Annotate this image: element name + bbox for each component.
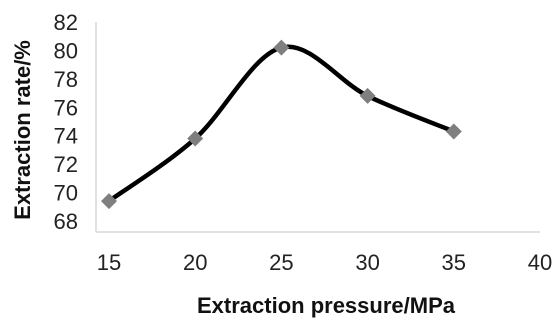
y-tick-label: 78 bbox=[54, 67, 78, 92]
y-tick-label: 74 bbox=[54, 124, 78, 149]
x-tick-label: 40 bbox=[528, 250, 552, 275]
x-tick-label: 20 bbox=[183, 250, 207, 275]
y-axis-title: Extraction rate/% bbox=[10, 40, 35, 220]
data-point-marker bbox=[445, 123, 462, 140]
x-tick-label: 15 bbox=[97, 250, 121, 275]
data-point-marker bbox=[187, 130, 204, 147]
series-line bbox=[106, 44, 457, 204]
y-tick-label: 80 bbox=[54, 38, 78, 63]
x-tick-label: 35 bbox=[442, 250, 466, 275]
y-tick-label: 68 bbox=[54, 209, 78, 234]
y-tick-label: 72 bbox=[54, 152, 78, 177]
y-tick-label: 70 bbox=[54, 181, 78, 206]
x-tick-label: 30 bbox=[355, 250, 379, 275]
x-tick-labels: 15 20 25 30 35 40 bbox=[97, 250, 552, 275]
series-layer bbox=[101, 39, 462, 210]
y-tick-label: 76 bbox=[54, 95, 78, 120]
y-tick-labels: 68 70 72 74 76 78 80 82 bbox=[54, 10, 78, 234]
data-point-marker bbox=[101, 193, 117, 210]
data-point-marker bbox=[359, 87, 376, 104]
data-point-marker bbox=[273, 39, 290, 56]
x-axis-title: Extraction pressure/MPa bbox=[197, 293, 456, 318]
x-tick-label: 25 bbox=[269, 250, 293, 275]
y-tick-label: 82 bbox=[54, 10, 78, 35]
